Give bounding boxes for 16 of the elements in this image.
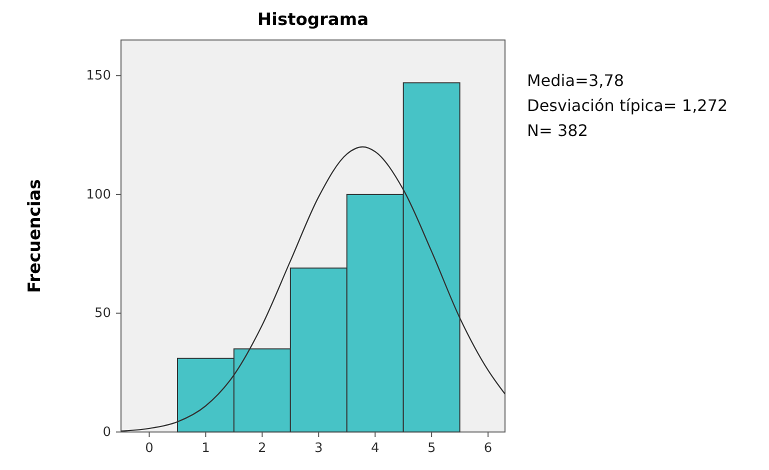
x-tick-label: 5 (427, 441, 436, 456)
x-tick-label: 4 (370, 441, 380, 456)
x-tick-label: 3 (314, 441, 323, 456)
chart-title: Histograma (257, 10, 369, 30)
y-tick-label: 150 (86, 68, 111, 84)
y-tick-label: 50 (94, 306, 111, 322)
x-tick-label: 2 (258, 441, 266, 456)
text: Desviación típica= 1,272 (527, 96, 728, 115)
y-tick-label: 100 (86, 187, 111, 202)
x-tick-label: 0 (145, 441, 154, 456)
x-tick-label: 6 (484, 441, 492, 456)
text: N= 382 (527, 121, 588, 140)
text: Media=3,78 (527, 71, 624, 90)
y-axis-title: Frecuencias (25, 179, 45, 293)
y-tick-label: 0 (102, 425, 111, 440)
x-tick-label: 1 (202, 441, 210, 456)
